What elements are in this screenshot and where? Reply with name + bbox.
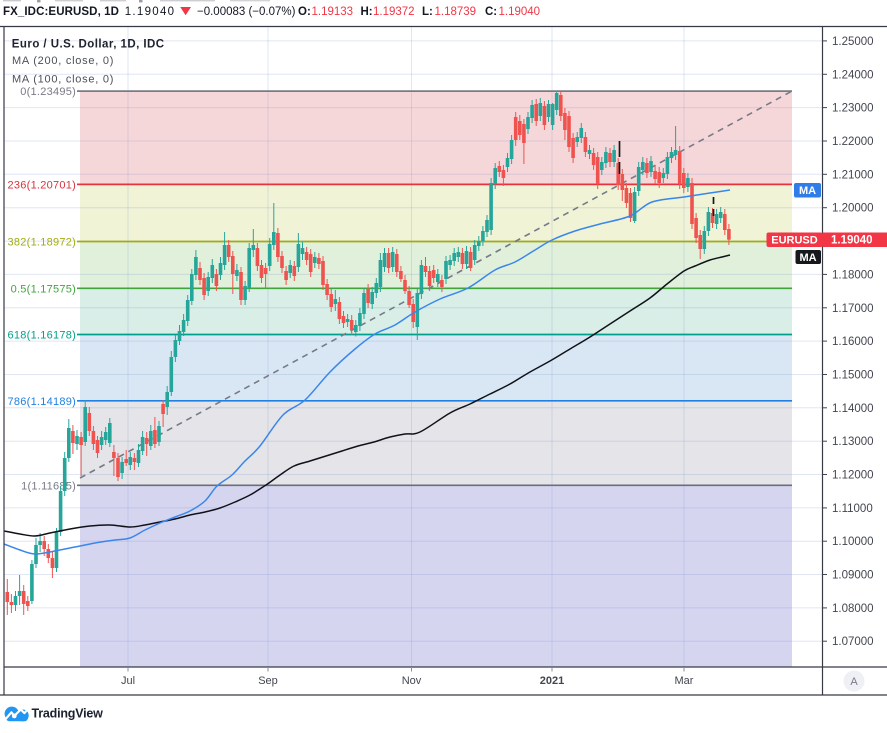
svg-text:1.11000: 1.11000: [832, 503, 873, 515]
svg-text:MA: MA: [799, 185, 816, 197]
svg-text:Mar: Mar: [675, 675, 694, 687]
svg-text:1.21000: 1.21000: [832, 169, 874, 181]
svg-text:1.10000: 1.10000: [832, 536, 874, 548]
svg-text:1.19133: 1.19133: [312, 6, 354, 18]
svg-text:1.16000: 1.16000: [832, 336, 874, 348]
svg-text:0(1.23495): 0(1.23495): [20, 86, 76, 98]
svg-text:1.18000: 1.18000: [832, 269, 874, 281]
svg-text:618(1.16178): 618(1.16178): [8, 330, 76, 342]
svg-text:MA: MA: [799, 252, 816, 264]
svg-text:1.08000: 1.08000: [832, 603, 874, 615]
svg-text:1(1.11685): 1(1.11685): [21, 480, 76, 492]
svg-text:Jul: Jul: [121, 675, 135, 687]
svg-text:Euro / U.S. Dollar, 1D, IDC: Euro / U.S. Dollar, 1D, IDC: [12, 39, 165, 51]
svg-text:786(1.14189): 786(1.14189): [8, 396, 76, 408]
svg-text:1.15000: 1.15000: [832, 370, 874, 382]
svg-text:C:: C:: [485, 6, 497, 18]
svg-text:Nov: Nov: [402, 675, 422, 687]
svg-text:1.09000: 1.09000: [832, 570, 874, 582]
svg-text:1.17000: 1.17000: [832, 303, 874, 315]
svg-text:TradingView: TradingView: [32, 707, 104, 721]
svg-text:2021: 2021: [540, 675, 564, 687]
svg-text:1.18739: 1.18739: [435, 6, 477, 18]
svg-text:FX_IDC:EURUSD, 1D: FX_IDC:EURUSD, 1D: [3, 6, 119, 18]
svg-text:MA (200, close, 0): MA (200, close, 0): [12, 55, 114, 67]
svg-text:MA (100, close, 0): MA (100, close, 0): [12, 74, 114, 86]
svg-text:0.5(1.17575): 0.5(1.17575): [11, 283, 76, 295]
svg-text:1.19040: 1.19040: [831, 235, 873, 247]
svg-text:1.12000: 1.12000: [832, 470, 874, 482]
svg-text:O:: O:: [298, 6, 311, 18]
svg-text:L:: L:: [422, 6, 433, 18]
svg-text:1.20000: 1.20000: [832, 203, 874, 215]
svg-text:1.19372: 1.19372: [373, 6, 415, 18]
svg-text:A: A: [850, 676, 858, 688]
svg-text:1.07000: 1.07000: [832, 636, 874, 648]
svg-text:H:: H:: [361, 6, 373, 18]
svg-text:Sep: Sep: [258, 675, 278, 687]
svg-text:EURUSD: EURUSD: [771, 235, 818, 247]
svg-text:1.19040: 1.19040: [125, 6, 176, 18]
svg-text:1.25000: 1.25000: [832, 36, 874, 48]
svg-text:382(1.18972): 382(1.18972): [8, 237, 76, 249]
svg-text:1.13000: 1.13000: [832, 436, 874, 448]
svg-text:236(1.20701): 236(1.20701): [8, 179, 76, 191]
svg-text:−0.00083 (−0.07%): −0.00083 (−0.07%): [197, 6, 296, 18]
svg-text:1.24000: 1.24000: [832, 69, 874, 81]
svg-text:1.19040: 1.19040: [499, 6, 541, 18]
svg-text:1.14000: 1.14000: [832, 403, 874, 415]
svg-text:1.22000: 1.22000: [832, 136, 874, 148]
svg-text:1.23000: 1.23000: [832, 103, 874, 115]
